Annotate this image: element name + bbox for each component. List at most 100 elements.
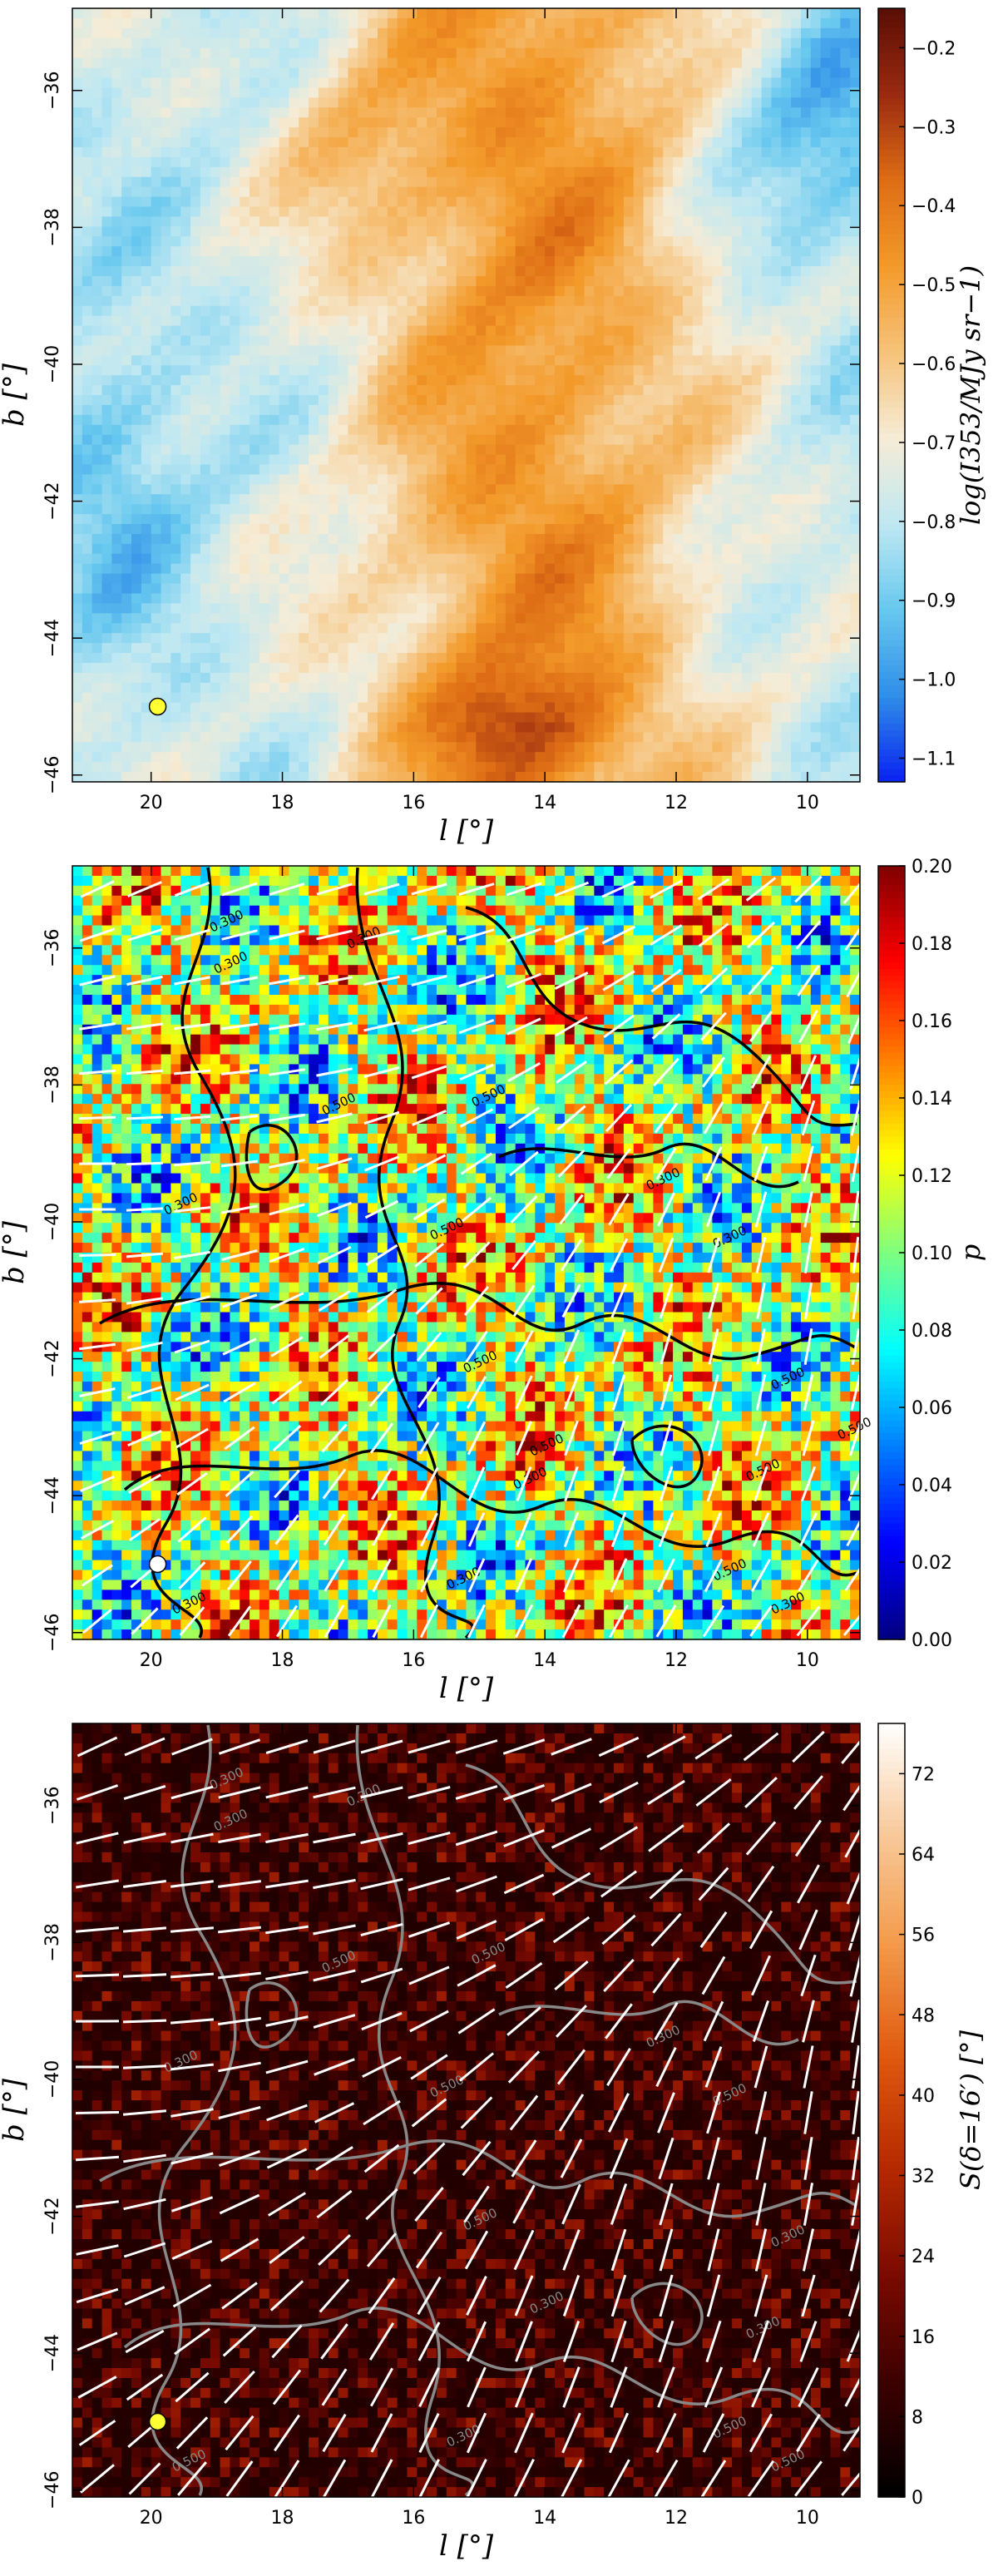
map-pixel <box>279 246 290 257</box>
map-pixel <box>564 226 576 237</box>
map-pixel <box>289 365 299 376</box>
map-pixel <box>348 315 358 327</box>
map-pixel <box>761 434 773 446</box>
map-pixel <box>584 266 595 277</box>
map-pixel <box>91 107 103 118</box>
map-pixel <box>72 117 83 128</box>
map-pixel <box>653 8 664 19</box>
map-pixel <box>732 166 743 178</box>
map-pixel <box>436 87 447 98</box>
map-pixel <box>358 117 368 128</box>
map-pixel <box>279 524 290 535</box>
map-pixel <box>269 424 280 436</box>
map-pixel <box>604 345 615 356</box>
map-pixel <box>594 563 605 575</box>
map-pixel <box>279 553 290 565</box>
map-pixel <box>170 603 181 614</box>
map-pixel <box>407 266 417 277</box>
map-pixel <box>121 404 132 416</box>
map-pixel <box>555 8 566 19</box>
map-pixel <box>446 87 457 98</box>
map-pixel <box>240 385 250 396</box>
map-pixel <box>653 464 664 475</box>
map-pixel <box>525 365 536 376</box>
map-pixel <box>91 583 103 595</box>
map-pixel <box>377 355 388 366</box>
map-pixel <box>830 464 841 475</box>
map-pixel <box>309 246 319 257</box>
map-pixel <box>328 285 339 297</box>
map-pixel <box>692 137 704 148</box>
map-pixel <box>702 77 714 88</box>
map-pixel <box>240 414 250 426</box>
map-pixel <box>210 573 221 585</box>
map-pixel <box>535 414 546 426</box>
map-pixel <box>682 484 694 495</box>
map-pixel <box>456 593 467 604</box>
map-pixel <box>328 196 339 208</box>
map-pixel <box>623 404 635 416</box>
map-pixel <box>564 196 576 208</box>
map-pixel <box>653 385 664 396</box>
map-pixel <box>722 127 733 138</box>
map-pixel <box>751 196 763 208</box>
map-pixel <box>436 533 447 545</box>
map-pixel <box>466 514 477 525</box>
map-pixel <box>170 8 181 19</box>
map-pixel <box>663 464 674 475</box>
map-pixel <box>820 444 832 456</box>
map-pixel <box>781 434 792 446</box>
map-pixel <box>574 524 585 535</box>
map-pixel <box>791 365 802 376</box>
map-pixel <box>771 563 782 575</box>
map-pixel <box>151 97 162 108</box>
map-pixel <box>377 325 388 337</box>
map-pixel <box>751 464 763 475</box>
map-pixel <box>387 533 398 545</box>
map-pixel <box>840 335 851 346</box>
map-pixel <box>82 474 93 485</box>
map-pixel <box>741 444 753 456</box>
map-pixel <box>131 67 142 79</box>
map-pixel <box>338 424 349 436</box>
map-pixel <box>791 385 802 396</box>
map-pixel <box>299 8 309 19</box>
map-pixel <box>604 404 615 416</box>
map-pixel <box>111 553 122 565</box>
map-pixel <box>584 107 595 118</box>
map-pixel <box>673 67 684 79</box>
map-pixel <box>338 395 349 406</box>
map-pixel <box>121 47 132 59</box>
map-pixel <box>466 385 477 396</box>
map-pixel <box>810 494 822 505</box>
map-pixel <box>545 315 556 327</box>
map-pixel <box>318 464 329 475</box>
map-pixel <box>614 246 625 257</box>
map-pixel <box>368 206 378 217</box>
map-pixel <box>604 613 615 624</box>
map-pixel <box>486 484 497 495</box>
map-pixel <box>279 375 290 386</box>
map-pixel <box>505 186 516 198</box>
map-pixel <box>732 37 743 49</box>
map-pixel <box>761 444 773 456</box>
map-pixel <box>368 137 378 148</box>
map-pixel <box>259 146 270 158</box>
map-pixel <box>131 87 142 98</box>
map-pixel <box>299 226 309 237</box>
map-pixel <box>633 603 645 614</box>
map-pixel <box>230 246 240 257</box>
map-pixel <box>417 345 427 356</box>
map-pixel <box>741 593 753 604</box>
map-pixel <box>682 593 694 604</box>
map-pixel <box>299 583 309 595</box>
map-pixel <box>318 266 329 277</box>
map-pixel <box>653 246 664 257</box>
map-pixel <box>200 434 211 446</box>
map-pixel <box>180 395 191 406</box>
map-pixel <box>653 583 664 595</box>
map-pixel <box>91 623 103 634</box>
map-pixel <box>604 603 615 614</box>
map-pixel <box>387 117 398 128</box>
map-pixel <box>200 305 211 317</box>
